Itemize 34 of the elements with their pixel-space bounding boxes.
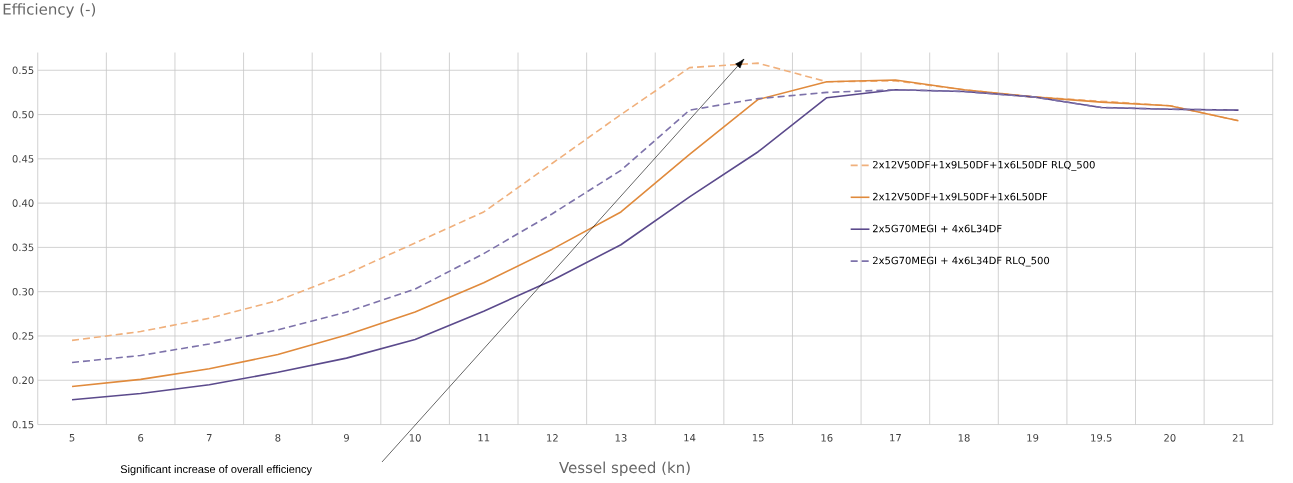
y-axis-title: Efficiency (-): [3, 3, 96, 18]
y-tick-label: 0.30: [12, 287, 34, 296]
y-tick-label: 0.55: [12, 66, 34, 75]
x-tick-label: 8: [275, 434, 281, 442]
y-tick-label: 0.25: [12, 332, 34, 340]
x-tick-label: 5: [69, 434, 75, 442]
x-tick-label: 10: [409, 434, 421, 442]
legend-label: 2x12V50DF+1x9L50DF+1x6L50DF: [872, 192, 1048, 201]
x-tick-label: 18: [958, 434, 970, 442]
x-tick-label: 11: [478, 434, 490, 442]
text: Significant increase of overall efficiency: [120, 465, 312, 476]
x-tick-label: 14: [684, 434, 696, 442]
x-tick-label: 19: [1027, 434, 1039, 442]
x-tick-label: 12: [547, 434, 558, 442]
y-tick-label: 0.40: [12, 199, 34, 207]
y-tick-label: 0.35: [12, 243, 34, 252]
x-tick-label: 13: [615, 434, 627, 442]
x-tick-label: 9: [343, 434, 349, 442]
x-tick-label: 15: [752, 434, 764, 442]
x-tick-label: 17: [890, 434, 901, 442]
y-tick-label: 0.20: [12, 376, 34, 385]
x-tick-label: 7: [206, 434, 212, 442]
x-tick-label: 6: [138, 434, 144, 442]
legend-label: 2x12V50DF+1x9L50DF+1x6L50DF RLQ_500: [872, 160, 1095, 171]
x-tick-label: 20: [1164, 434, 1176, 442]
x-tick-label: 19.5: [1091, 434, 1112, 442]
legend-label: 2x5G70MEGI + 4x6L34DF: [872, 224, 1002, 233]
x-tick-label: 16: [821, 434, 833, 442]
y-tick-label: 0.45: [12, 155, 34, 163]
legend-label: 2x5G70MEGI + 4x6L34DF RLQ_500: [872, 256, 1050, 267]
x-tick-label: 21: [1232, 434, 1244, 442]
y-tick-label: 0.50: [12, 110, 34, 119]
x-axis-title: Vessel speed (kn): [559, 461, 690, 477]
y-tick-label: 0.15: [12, 420, 34, 429]
